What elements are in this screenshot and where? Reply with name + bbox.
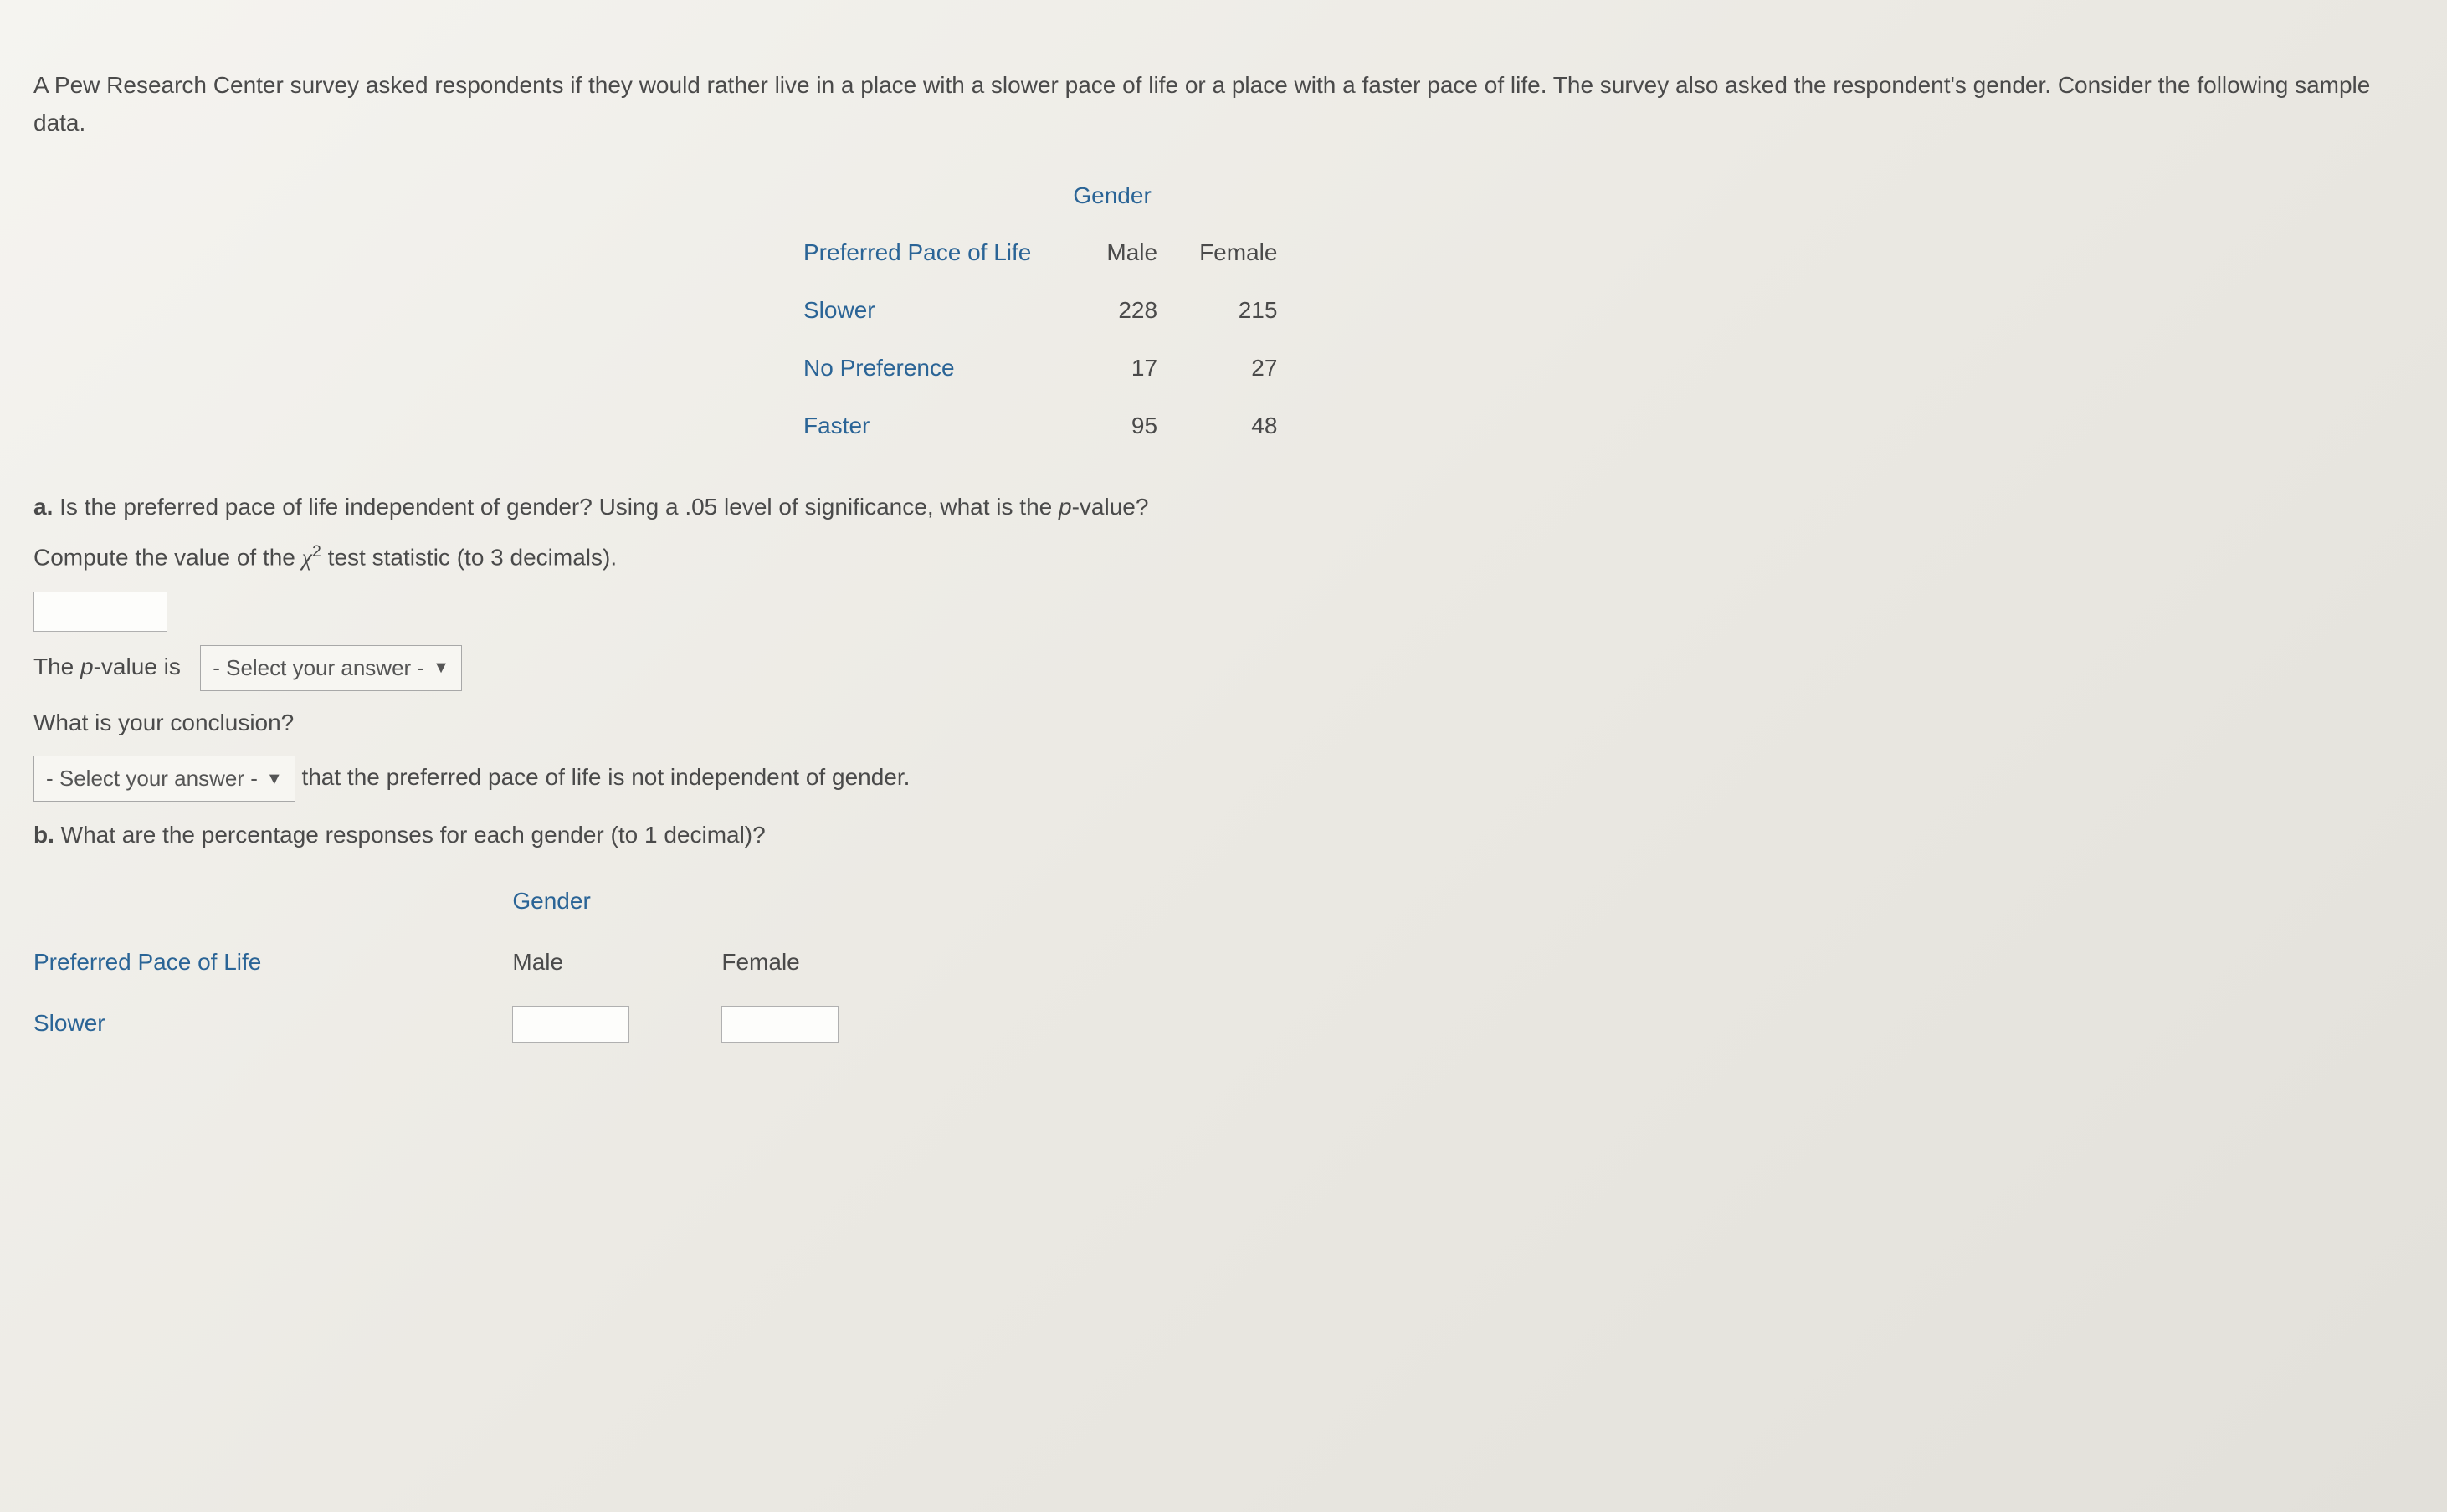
chi-square-exp: 2 bbox=[312, 542, 321, 561]
col-female: Female bbox=[1166, 224, 1285, 282]
conclusion-select[interactable]: - Select your answer - ▼ bbox=[33, 756, 295, 802]
pv-post: -value is bbox=[94, 653, 181, 679]
row-label-slower-2: Slower bbox=[33, 993, 512, 1055]
qa-label: a. bbox=[33, 494, 53, 520]
qa-alpha: .05 bbox=[685, 494, 717, 520]
p-italic: p bbox=[1059, 494, 1072, 520]
compute-post: test statistic (to 3 decimals). bbox=[321, 545, 617, 571]
qb-label: b. bbox=[33, 822, 54, 848]
chevron-down-icon: ▼ bbox=[266, 766, 283, 792]
gender-super-header: Gender bbox=[1073, 167, 1285, 225]
p-italic: p bbox=[80, 653, 94, 679]
table-row: Slower bbox=[33, 993, 931, 1055]
compute-pre: Compute the value of the bbox=[33, 545, 302, 571]
cell-value: 48 bbox=[1166, 397, 1285, 455]
row-label-faster: Faster bbox=[803, 397, 1073, 455]
select-placeholder: - Select your answer - bbox=[46, 761, 258, 797]
qa-text2: level of significance, what is the bbox=[717, 494, 1059, 520]
conclusion-post: that the preferred pace of life is not i… bbox=[301, 764, 910, 790]
qa-text3: -value? bbox=[1072, 494, 1149, 520]
qa-text1: Is the preferred pace of life independen… bbox=[53, 494, 685, 520]
pv-pre: The bbox=[33, 653, 80, 679]
cell-value: 95 bbox=[1073, 397, 1166, 455]
table-row: Slower 228 215 bbox=[803, 282, 1285, 340]
col-male-2: Male bbox=[512, 932, 721, 993]
pvalue-line: The p-value is - Select your answer - ▼ bbox=[33, 645, 2414, 692]
col-female-2: Female bbox=[721, 932, 931, 993]
chevron-down-icon: ▼ bbox=[433, 654, 449, 681]
cell-value: 27 bbox=[1166, 340, 1285, 397]
table-row: Faster 95 48 bbox=[803, 397, 1285, 455]
conclusion-question: What is your conclusion? bbox=[33, 705, 2414, 742]
sample-data-table: Gender Preferred Pace of Life Male Femal… bbox=[33, 167, 2414, 455]
gender-super-header-2: Gender bbox=[512, 871, 931, 932]
pct-male-slower-input[interactable] bbox=[512, 1006, 629, 1043]
percentage-table: Gender Preferred Pace of Life Male Femal… bbox=[33, 871, 2414, 1054]
table-row: No Preference 17 27 bbox=[803, 340, 1285, 397]
question-b: b. What are the percentage responses for… bbox=[33, 817, 2414, 854]
cell-value: 215 bbox=[1166, 282, 1285, 340]
compute-instruction: Compute the value of the χ2 test statist… bbox=[33, 539, 2414, 577]
chi-square-symbol: χ bbox=[302, 546, 312, 571]
pvalue-select[interactable]: - Select your answer - ▼ bbox=[200, 645, 462, 692]
pct-female-slower-input[interactable] bbox=[721, 1006, 839, 1043]
qb-text: What are the percentage responses for ea… bbox=[54, 822, 766, 848]
cell-value: 17 bbox=[1073, 340, 1166, 397]
intro-text: A Pew Research Center survey asked respo… bbox=[33, 67, 2377, 142]
cell-value: 228 bbox=[1073, 282, 1166, 340]
pace-row-header: Preferred Pace of Life bbox=[803, 224, 1073, 282]
select-placeholder: - Select your answer - bbox=[213, 651, 424, 686]
conclusion-line: - Select your answer - ▼ that the prefer… bbox=[33, 756, 2414, 802]
chi-square-input[interactable] bbox=[33, 592, 167, 632]
row-label-nopref: No Preference bbox=[803, 340, 1073, 397]
question-a: a. Is the preferred pace of life indepen… bbox=[33, 489, 2414, 526]
col-male: Male bbox=[1073, 224, 1166, 282]
row-label-slower: Slower bbox=[803, 282, 1073, 340]
pace-row-header-2: Preferred Pace of Life bbox=[33, 932, 512, 993]
